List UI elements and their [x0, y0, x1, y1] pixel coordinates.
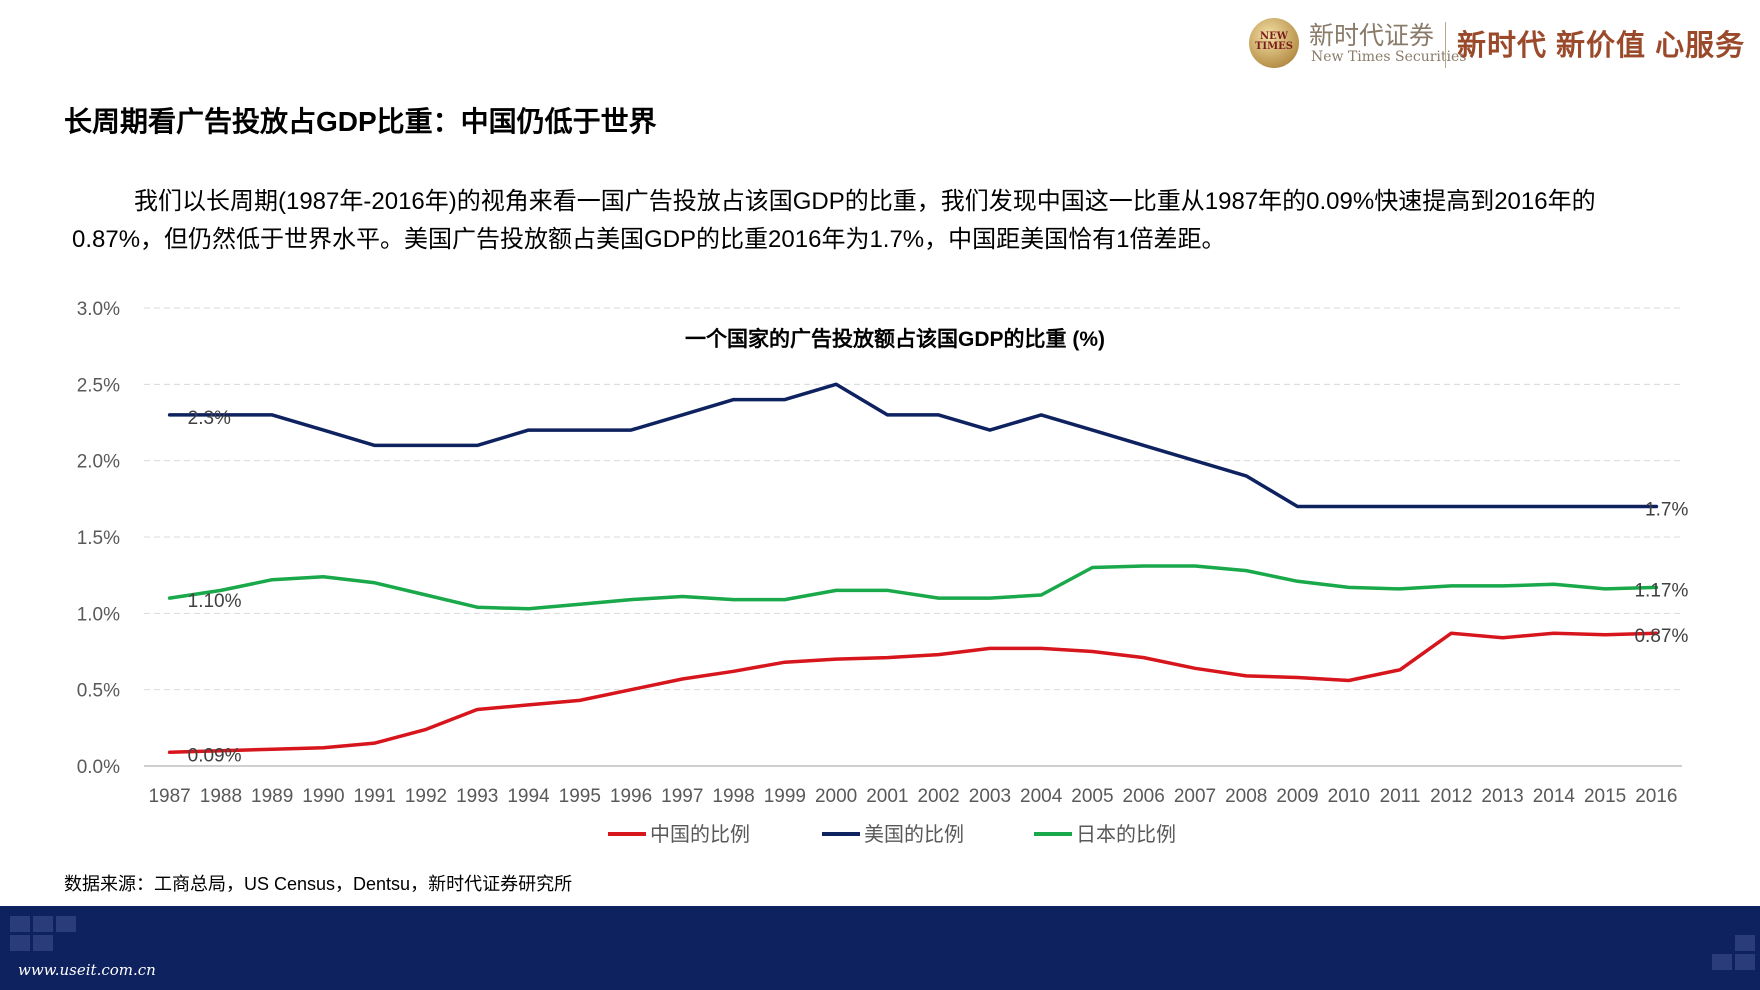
logo-english-name: New Times Securities: [1311, 49, 1467, 65]
x-tick-label: 2002: [917, 786, 959, 807]
footer-square: [56, 916, 76, 932]
x-tick-label: 1991: [354, 786, 396, 807]
x-tick-label: 1994: [507, 786, 550, 807]
y-tick-label: 1.5%: [77, 528, 120, 549]
y-tick-label: 0.5%: [77, 681, 120, 702]
x-tick-label: 2013: [1481, 786, 1523, 807]
y-tick-label: 2.5%: [77, 375, 120, 396]
logo-badge-icon: NEW TIMES: [1249, 18, 1299, 68]
legend-label: 中国的比例: [650, 823, 750, 846]
x-tick-label: 2009: [1276, 786, 1318, 807]
x-tick-label: 2003: [969, 786, 1011, 807]
x-tick-label: 1992: [405, 786, 447, 807]
logo-divider: [1445, 22, 1446, 68]
x-tick-label: 2010: [1328, 786, 1370, 807]
data-label: 0.87%: [1634, 626, 1688, 647]
x-tick-label: 1998: [712, 786, 754, 807]
footer-bar: www.useit.com.cn: [0, 906, 1760, 990]
footer-square: [1712, 954, 1732, 970]
footer-square: [10, 935, 30, 951]
logo-chinese-name: 新时代证券: [1309, 21, 1435, 50]
y-tick-label: 2.0%: [77, 452, 120, 473]
chart-title: 一个国家的广告投放额占该国GDP的比重 (%): [685, 327, 1105, 351]
x-tick-label: 1997: [661, 786, 703, 807]
slogan: 新时代 新价值 心服务: [1457, 30, 1746, 62]
y-tick-label: 0.0%: [77, 757, 120, 778]
x-tick-label: 2016: [1635, 786, 1677, 807]
data-label: 1.10%: [188, 591, 242, 612]
slide-body: 我们以长周期(1987年-2016年)的视角来看一国广告投放占该国GDP的比重，…: [72, 183, 1672, 259]
data-source: 数据来源：工商总局，US Census，Dentsu，新时代证券研究所: [64, 874, 573, 894]
x-tick-label: 1988: [200, 786, 242, 807]
x-tick-label: 2012: [1430, 786, 1472, 807]
footer-square: [1735, 935, 1755, 951]
x-tick-label: 1989: [251, 786, 293, 807]
x-tick-label: 2007: [1174, 786, 1216, 807]
series-line-2: [167, 382, 1659, 509]
footer-square: [1735, 954, 1755, 970]
data-label: 1.17%: [1634, 580, 1688, 601]
data-label: 2.3%: [188, 408, 231, 429]
x-tick-label: 2000: [815, 786, 857, 807]
data-label: 0.09%: [188, 745, 242, 766]
footer-square: [33, 916, 53, 932]
body-paragraph: 我们以长周期(1987年-2016年)的视角来看一国广告投放占该国GDP的比重，…: [72, 188, 1596, 253]
legend-label: 美国的比例: [864, 823, 964, 846]
series-line-3: [167, 564, 1659, 611]
x-tick-label: 1987: [148, 786, 190, 807]
x-tick-label: 2014: [1533, 786, 1576, 807]
x-tick-label: 1996: [610, 786, 652, 807]
footer-square: [33, 935, 53, 951]
x-tick-label: 2006: [1123, 786, 1165, 807]
data-label: 1.7%: [1645, 499, 1688, 520]
footer-url: www.useit.com.cn: [18, 961, 156, 979]
x-tick-label: 2004: [1020, 786, 1063, 807]
x-tick-label: 2011: [1380, 786, 1421, 807]
x-tick-label: 2008: [1225, 786, 1267, 807]
x-tick-label: 1999: [764, 786, 806, 807]
series-line-1: [167, 631, 1659, 755]
x-tick-label: 2001: [866, 786, 908, 807]
x-tick-label: 1990: [302, 786, 344, 807]
footer-square: [10, 916, 30, 932]
y-tick-label: 1.0%: [77, 604, 120, 625]
line-chart: 0.0% 0.5% 1.0% 1.5% 2.0% 2.5% 3.0% 1987 1988 1989…: [77, 299, 1689, 846]
x-tick-label: 2015: [1584, 786, 1626, 807]
slide-title: 长周期看广告投放占GDP比重：中国仍低于世界: [64, 106, 657, 137]
company-logo: NEW TIMES 新时代证券 New Times Securities 新时代…: [1245, 14, 1750, 74]
y-tick-label: 3.0%: [77, 299, 120, 320]
legend-label: 日本的比例: [1076, 823, 1176, 846]
x-tick-label: 1995: [559, 786, 601, 807]
x-tick-label: 1993: [456, 786, 498, 807]
x-tick-label: 2005: [1071, 786, 1113, 807]
